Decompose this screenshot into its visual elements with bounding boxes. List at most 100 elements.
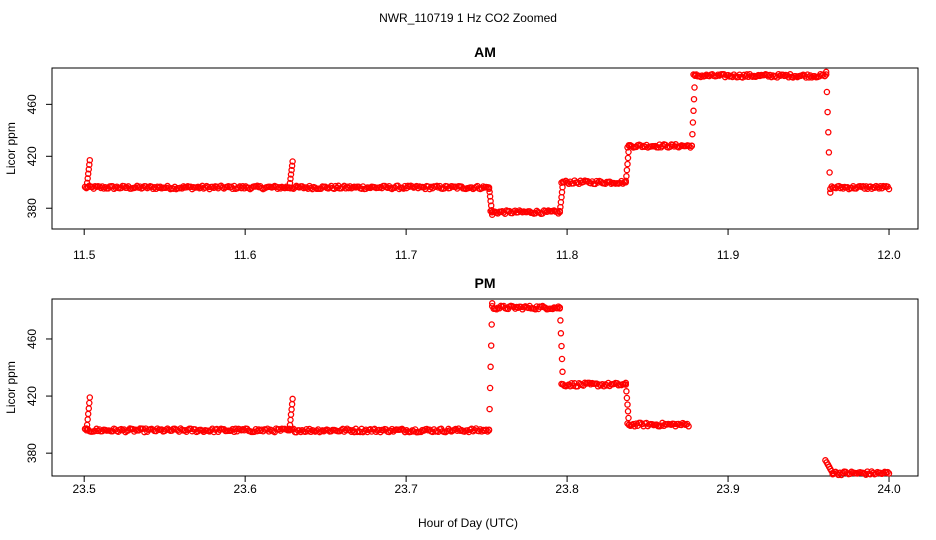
data-point (689, 130, 696, 138)
data-point (622, 179, 630, 186)
data-point (623, 172, 630, 180)
data-point (265, 428, 273, 435)
main-title: NWR_110719 1 Hz CO2 Zoomed (379, 11, 557, 25)
data-point (154, 425, 161, 432)
data-point (286, 184, 293, 191)
data-point (288, 166, 295, 174)
y-tick-label: 420 (25, 386, 39, 406)
data-point (361, 427, 368, 435)
data-point (824, 108, 831, 116)
data-point (624, 154, 632, 162)
data-point (557, 317, 564, 324)
data-point (289, 395, 296, 403)
data-point (558, 342, 565, 350)
x-tick-label: 11.9 (717, 248, 740, 262)
data-point (622, 381, 630, 388)
data-point (139, 425, 147, 432)
data-point (559, 381, 567, 388)
data-point (488, 300, 496, 307)
x-tick-label: 11.5 (73, 248, 96, 262)
data-point (84, 416, 91, 423)
data-point (688, 142, 696, 150)
data-point (685, 423, 692, 430)
data-point (486, 188, 493, 196)
data-point (157, 183, 164, 191)
y-tick-label: 460 (25, 94, 39, 114)
data-point (559, 368, 566, 376)
data-point (409, 183, 416, 190)
data-point (559, 179, 567, 186)
data-point (557, 330, 565, 337)
data-point (165, 184, 173, 191)
data-point (586, 379, 593, 387)
data-point (628, 142, 636, 150)
y-tick-label: 380 (25, 198, 39, 218)
data-point (623, 166, 631, 174)
pm-panel: PM Licor ppm 23.5 23.6 23.7 23.8 23.9 24.0 380 42… (4, 275, 919, 496)
data-point (825, 129, 832, 136)
data-point (132, 184, 139, 191)
data-point (287, 411, 295, 418)
data-point (488, 321, 495, 328)
data-point (86, 161, 93, 168)
data-point (209, 425, 216, 432)
panel-title: AM (474, 44, 496, 60)
panel-title: PM (475, 275, 496, 291)
data-point (342, 426, 349, 434)
data-point (775, 70, 782, 78)
data-point (339, 183, 347, 191)
data-point (871, 184, 878, 191)
data-point (488, 206, 495, 214)
data-point (825, 149, 833, 156)
data-point (395, 185, 403, 193)
data-point (690, 95, 698, 103)
data-point (625, 148, 632, 156)
data-point (99, 427, 106, 435)
data-point (213, 183, 221, 191)
y-tick-label: 420 (25, 146, 39, 166)
data-point (86, 394, 94, 401)
data-point (94, 427, 102, 435)
y-tick-label: 380 (25, 443, 39, 463)
data-point (624, 408, 632, 415)
x-tick-label: 24.0 (877, 482, 901, 496)
data-point (288, 162, 296, 170)
data-point (829, 469, 836, 477)
data-point (691, 72, 699, 80)
x-tick-label: 23.8 (555, 482, 579, 496)
data-point (514, 208, 522, 216)
data-point (287, 175, 294, 183)
x-tick-label: 11.7 (395, 248, 418, 262)
data-point (287, 416, 294, 424)
data-point (286, 179, 294, 187)
data-point (685, 142, 693, 150)
data-point (580, 178, 587, 186)
data-point (210, 184, 218, 192)
data-point (625, 414, 632, 422)
x-tick-label: 23.6 (233, 482, 257, 496)
data-point (623, 394, 631, 402)
data-point (486, 405, 493, 413)
data-point (100, 185, 108, 192)
data-point (885, 185, 893, 193)
x-tick-label: 23.5 (73, 482, 97, 496)
data-point (874, 183, 881, 191)
y-axis-label: Licor ppm (4, 122, 18, 175)
data-point (691, 84, 698, 91)
data-point (427, 183, 435, 191)
data-point (779, 71, 787, 78)
data-point (862, 471, 870, 478)
data-point (194, 183, 202, 191)
data-point (362, 185, 370, 192)
data-point (296, 427, 303, 434)
data-point (587, 179, 594, 187)
data-point (86, 399, 93, 407)
data-point (885, 470, 893, 477)
data-point (594, 179, 602, 186)
plot-frame (51, 298, 919, 477)
data-point (487, 363, 494, 371)
data-point (839, 469, 847, 477)
data-point (690, 107, 697, 115)
data-point (553, 304, 561, 312)
data-point (287, 171, 295, 178)
